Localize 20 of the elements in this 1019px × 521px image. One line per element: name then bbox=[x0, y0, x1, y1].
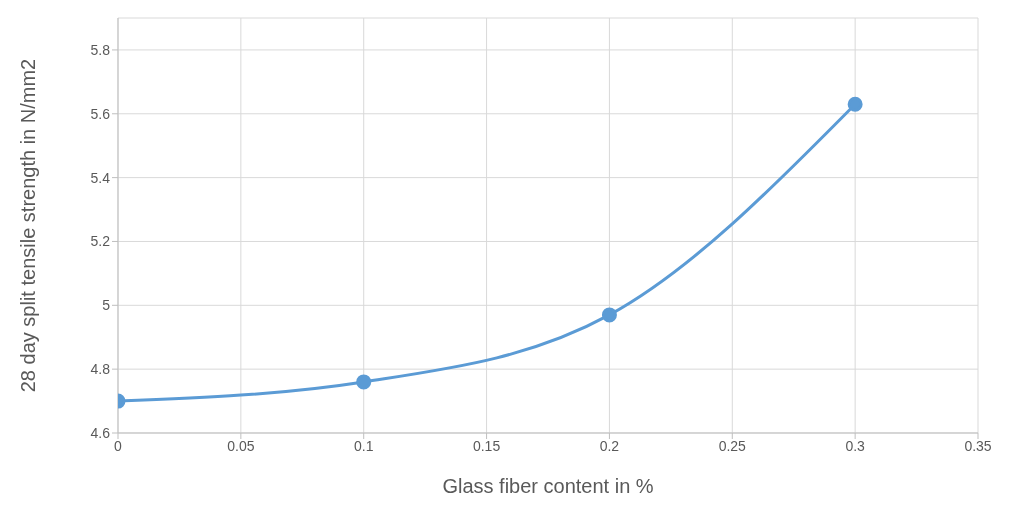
y-tick-label: 5.2 bbox=[90, 233, 111, 250]
point bbox=[601, 307, 617, 323]
x-tick-label: 0.3 bbox=[845, 437, 866, 454]
y-tick-label: 4.6 bbox=[90, 424, 111, 441]
x-axis-title: Glass fiber content in % bbox=[442, 475, 654, 497]
x-tick-label: 0.25 bbox=[718, 437, 747, 454]
x-tick-label: 0.35 bbox=[964, 437, 992, 454]
y-tick-label: 4.8 bbox=[90, 361, 111, 378]
point bbox=[356, 374, 372, 390]
x-tick-label: 0.2 bbox=[599, 437, 620, 454]
y-tick-label: 5.6 bbox=[90, 105, 111, 122]
x-tick-label: 0.05 bbox=[227, 437, 255, 454]
y-tick-label: 5.8 bbox=[90, 41, 111, 58]
y-axis-title: 28 day split tensile strength in N/mm2 bbox=[17, 58, 40, 393]
y-tick-label: 5.4 bbox=[90, 169, 111, 186]
x-tick-label: 0.15 bbox=[472, 437, 501, 454]
x-tick-label: 0 bbox=[114, 437, 123, 454]
y-tick-label: 5 bbox=[102, 297, 111, 314]
x-tick-label: 0.1 bbox=[353, 437, 374, 454]
point bbox=[847, 96, 863, 112]
